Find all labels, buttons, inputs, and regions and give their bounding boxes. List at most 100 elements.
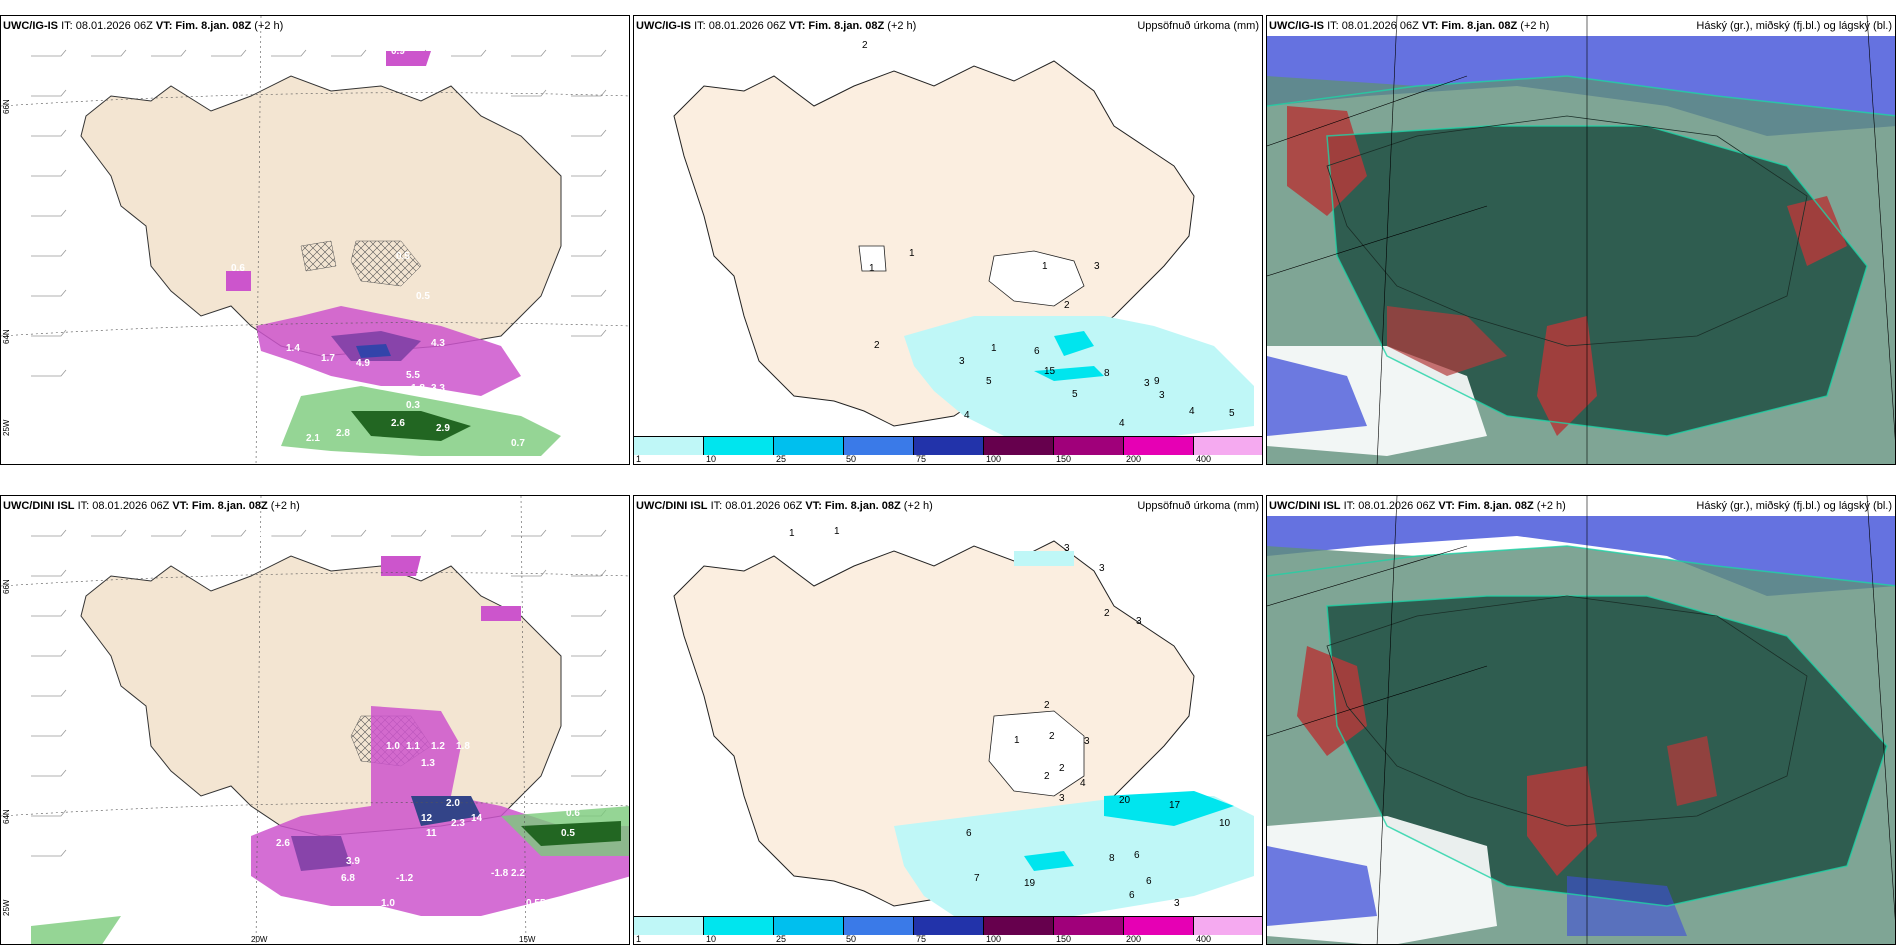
lon-25-label: 25W (2, 419, 11, 436)
map-value-label: 14 (471, 813, 483, 824)
iceland-landmass (80, 75, 562, 357)
legend-swatch (914, 437, 984, 455)
map-value-label: 8 (1109, 853, 1115, 864)
map-value-label: 17 (1169, 800, 1181, 811)
valid-time: Fim. 8.jan. 08Z (1441, 20, 1518, 32)
model-name: UWC/IG-IS (636, 20, 691, 32)
map-value-label: 4 (1080, 778, 1086, 789)
temperature-labels: 0.9 0.6 0.5 0.5 1.4 4.9 5.5 1.8 3.3 0.32.6 2.9 4.3 2… (231, 46, 560, 449)
panel-title: Uppsöfnuð úrkoma (mm) (1137, 500, 1259, 512)
map-value-label: 0.7 (511, 438, 525, 449)
legend-tick: 75 (916, 934, 927, 944)
map-value-label: 3.1 (546, 398, 560, 409)
init-time: IT: 08.01.2026 06Z (1327, 20, 1419, 32)
map-value-label: 1.8 (411, 383, 425, 394)
map-value-label: 1 (869, 263, 875, 274)
map-value-label: 1 (789, 528, 795, 539)
map-value-label: 5.5 (406, 370, 420, 381)
map-value-label: 1 (909, 248, 915, 259)
panel-header: UWC/DINI ISL IT: 08.01.2026 06Z VT: Fim.… (1267, 496, 1895, 514)
map-value-label: 3.3 (431, 383, 445, 394)
legend-tick: 200 (1126, 454, 1142, 464)
map-value-label: 2.6 (276, 838, 290, 849)
legend-swatch (634, 917, 704, 935)
valid-time-label: VT: (1438, 500, 1455, 512)
legend-tick: 400 (1196, 934, 1212, 944)
map-value-label: 19 (1024, 878, 1036, 889)
map-value-label: 0.55 (526, 898, 546, 909)
map-value-label: 2.8 (336, 428, 350, 439)
legend-swatch (844, 917, 914, 935)
map-value-label: 0.5 (501, 913, 515, 924)
map-value-label: 1.0 (381, 898, 395, 909)
legend-tick: 200 (1126, 934, 1142, 944)
wind-barbs (31, 529, 607, 857)
map-value-label: 1 (1014, 735, 1020, 746)
lon-25-label: 25W (2, 899, 11, 916)
legend-swatch (1194, 917, 1262, 935)
lon-15-label: 15W (519, 935, 536, 944)
panel-header: UWC/DINI ISL IT: 08.01.2026 06Z VT: Fim.… (1, 496, 629, 514)
panel-header: UWC/IG-IS IT: 08.01.2026 06Z VT: Fim. 8.… (1267, 16, 1895, 34)
map-value-label: 1.2 (431, 741, 445, 752)
map-value-label: 0.6 (566, 808, 580, 819)
map-value-label: 20 (1119, 795, 1131, 806)
panel-bottom-right: UWC/DINI ISL IT: 08.01.2026 06Z VT: Fim.… (1266, 495, 1896, 945)
legend-tick: 10 (706, 454, 717, 464)
map-value-label: 2 (862, 40, 868, 51)
legend-swatch (1124, 917, 1194, 935)
valid-time-label: VT: (172, 500, 189, 512)
map-value-label: 4 (1119, 418, 1125, 429)
map-value-label: 6 (966, 828, 972, 839)
map-value-label: 1.4 (286, 343, 300, 354)
map-value-label: 4.9 (356, 358, 370, 369)
map-value-label: 4.3 (431, 338, 445, 349)
map-value-label: -1.2 (396, 873, 414, 884)
map-value-label: 5 (1229, 408, 1235, 419)
map-value-label: 8 (1104, 368, 1110, 379)
valid-time: Fim. 8.jan. 08Z (1457, 500, 1534, 512)
lead-time: (+2 h) (270, 500, 300, 512)
map-value-label: 1.8 (456, 741, 470, 752)
map-value-label: 3 (1059, 793, 1065, 804)
legend-swatch (844, 437, 914, 455)
map-value-label: 11 (426, 828, 437, 839)
map-value-label: 3 (1099, 563, 1105, 574)
map-value-label: 3 (1064, 543, 1070, 554)
cloud-cover-map (1267, 16, 1895, 464)
legend-tick: 1 (636, 454, 642, 464)
map-value-label: 1 (834, 526, 840, 537)
map-value-label: 3 (1136, 616, 1142, 627)
legend-tick: 400 (1196, 454, 1212, 464)
map-value-label: 0.6 (231, 263, 245, 274)
map-value-label: 5 (1072, 389, 1078, 400)
lead-time: (+2 h) (254, 20, 284, 32)
map-value-label: 0.5 (416, 291, 430, 302)
map-value-label: 0.5 (396, 251, 410, 262)
panel-title: Háský (gr.), miðský (fj.bl.) og lágský (… (1696, 20, 1892, 32)
valid-time-label: VT: (805, 500, 822, 512)
lat-64-label: 64N (2, 329, 11, 344)
map-value-label: 1.7 (321, 353, 335, 364)
map-value-label: 1 (991, 343, 997, 354)
lat-66-label: 66N (2, 99, 11, 114)
legend-swatch (1194, 437, 1262, 455)
map-value-label: 5 (986, 376, 992, 387)
init-time: IT: 08.01.2026 06Z (1343, 500, 1436, 512)
legend-tick: 100 (986, 934, 1002, 944)
map-value-label: 2.2 (311, 378, 325, 389)
map-value-label: 3 (1174, 898, 1180, 909)
precip-legend: 1 10 25 50 75 100 150 200 400 (634, 916, 1262, 944)
map-value-label: -1.1 (256, 530, 274, 541)
map-value-label: 2 (1064, 300, 1070, 311)
lead-time: (+2 h) (887, 20, 917, 32)
init-time: IT: 08.01.2026 06Z (61, 20, 153, 32)
map-value-label: 1.3 (421, 758, 435, 769)
panel-header: UWC/DINI ISL IT: 08.01.2026 06Z VT: Fim.… (634, 496, 1262, 514)
lat-66-label: 66N (2, 579, 11, 594)
map-value-label: 6 (1129, 890, 1135, 901)
map-value-label: 6.8 (341, 873, 355, 884)
lead-time: (+2 h) (1520, 20, 1550, 32)
